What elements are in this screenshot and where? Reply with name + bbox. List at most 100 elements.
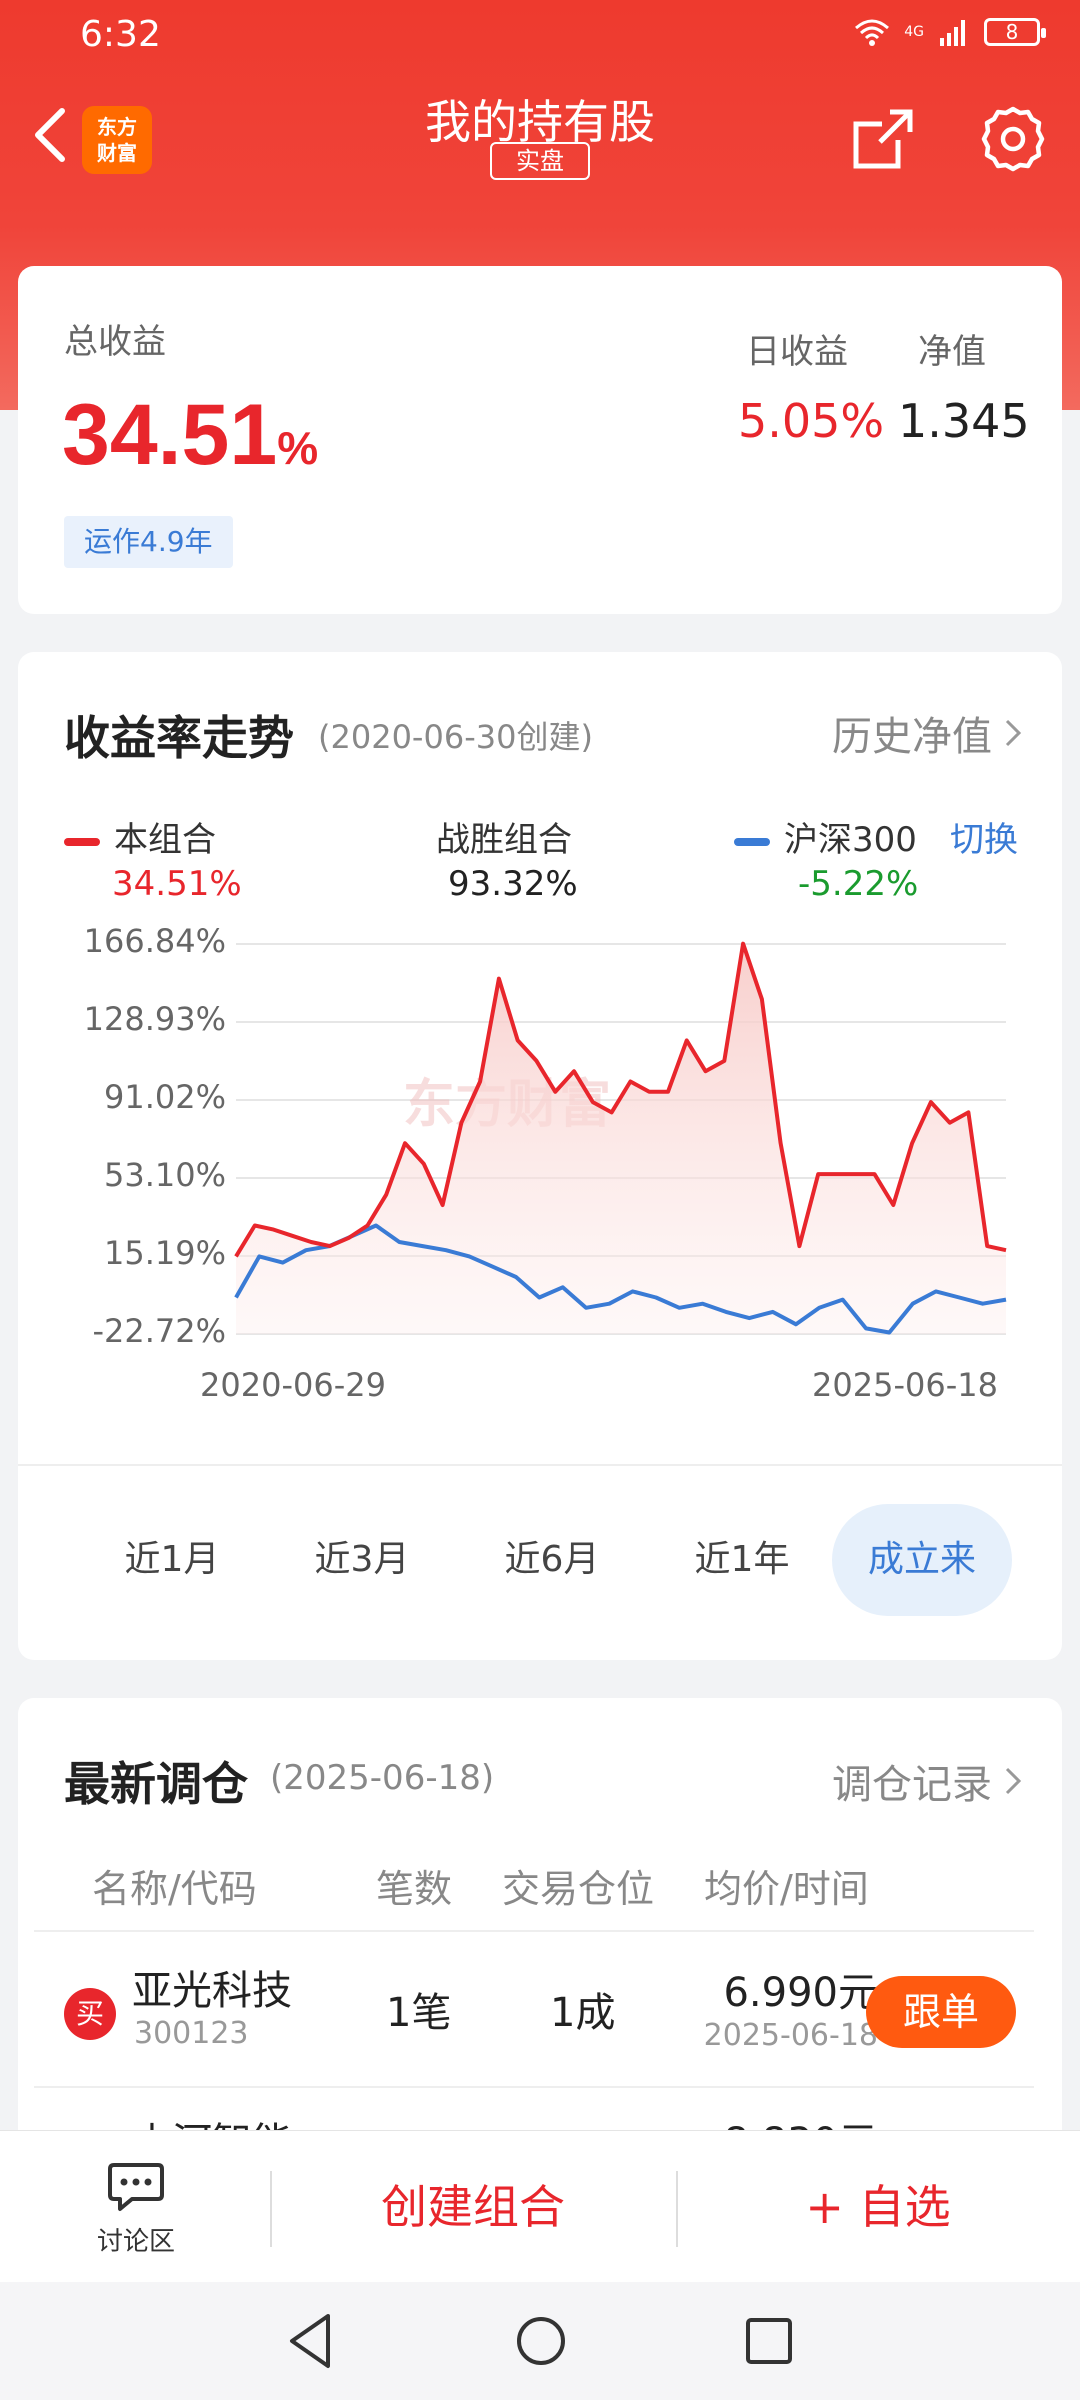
trade-history-link[interactable]: 调仓记录 (832, 1752, 1022, 1810)
y-tick-label: 128.93% (83, 1000, 226, 1038)
system-recents-button[interactable] (734, 2306, 804, 2376)
add-watchlist-button[interactable]: + 自选 (805, 2180, 951, 2234)
separator (270, 2171, 272, 2247)
portfolio-line (234, 941, 1007, 1258)
column-header-count: 笔数 (376, 1867, 453, 1911)
x-tick-end: 2025-06-18 (812, 1366, 998, 1404)
create-portfolio-button[interactable]: 创建组合 (381, 2180, 565, 2234)
signal-icon (940, 20, 965, 46)
y-tick-label: 53.10% (103, 1156, 226, 1194)
range-6m[interactable]: 近6月 (504, 1539, 600, 1580)
settings-button[interactable] (978, 104, 1048, 174)
square-recents-icon (746, 2318, 792, 2364)
legend-portfolio: 本组合 (64, 812, 216, 861)
app-logo: 东方 财富 (82, 106, 152, 174)
separator (676, 2171, 678, 2247)
total-return-number: 34.51 (62, 387, 278, 483)
range-3m[interactable]: 近3月 (314, 1539, 410, 1580)
total-return-value: 34.51% (62, 386, 318, 485)
legend-portfolio-label: 本组合 (114, 820, 216, 860)
discussion-button[interactable]: 讨论区 (76, 2161, 196, 2258)
trades-subtitle: (2025-06-18) (270, 1758, 495, 1798)
stock-code: 300123 (134, 2016, 249, 2051)
chevron-right-icon (1005, 719, 1022, 747)
legend-hs300-value: -5.22% (798, 864, 919, 904)
legend-beat-label: 战胜组合 (436, 820, 572, 860)
system-home-button[interactable] (506, 2306, 576, 2376)
page-title: 我的持有股 (425, 95, 655, 149)
x-tick-start: 2020-06-29 (200, 1366, 386, 1404)
daily-return-value: 5.05% (738, 394, 885, 448)
hs300-line (234, 1223, 1007, 1335)
battery-level: 8 (1005, 20, 1019, 44)
range-1y[interactable]: 近1年 (694, 1539, 790, 1580)
bottom-action-bar: 讨论区 创建组合 + 自选 (0, 2130, 1080, 2282)
range-1m[interactable]: 近1月 (124, 1539, 220, 1580)
legend-portfolio-value: 34.51% (112, 864, 242, 904)
legend-beat: 战胜组合 (436, 812, 572, 861)
summary-card: 总收益 34.51% 运作4.9年 日收益 净值 5.05% 1.345 (18, 266, 1062, 614)
discussion-label: 讨论区 (96, 2227, 175, 2257)
buy-badge: 买 (64, 1988, 116, 2040)
legend-portfolio-swatch (64, 837, 100, 846)
legend-hs300: 沪深300 (734, 812, 917, 861)
circle-home-icon (517, 2317, 565, 2365)
network-type: 4G (904, 24, 924, 40)
follow-trade-button[interactable]: 跟单 (866, 1976, 1016, 2048)
switch-benchmark-button[interactable]: 切换 (950, 820, 1018, 860)
back-button[interactable] (20, 100, 80, 170)
status-icons: 4G 8 (854, 18, 1046, 46)
trade-position: 1成 (550, 1990, 616, 2036)
legend-hs300-swatch (734, 837, 770, 846)
row-divider (34, 1930, 1034, 1932)
system-navigation-bar (0, 2282, 1080, 2400)
running-time-tag: 运作4.9年 (64, 516, 233, 568)
divider (18, 1464, 1062, 1466)
net-value-label: 净值 (918, 332, 986, 372)
stock-name[interactable]: 亚光科技 (132, 1968, 292, 2014)
wifi-icon (855, 19, 890, 46)
row-divider (34, 2086, 1034, 2088)
share-icon (853, 109, 913, 169)
status-time: 6:32 (80, 14, 161, 55)
column-header-price-time: 均价/时间 (704, 1867, 868, 1911)
trade-history-label: 调仓记录 (832, 1762, 992, 1808)
status-bar: 6:32 4G 8 (0, 0, 1080, 70)
chat-bubble-icon (108, 2163, 164, 2211)
legend-hs300-label: 沪深300 (784, 820, 917, 860)
trade-time: 2025-06-18 (703, 2018, 878, 2053)
daily-return-label: 日收益 (746, 332, 848, 372)
portfolio-area (236, 943, 1006, 1334)
navbar: 东方 财富 我的持有股 实盘 (0, 80, 1080, 200)
legend-beat-value: 93.32% (448, 864, 578, 904)
column-header-name: 名称/代码 (92, 1867, 257, 1911)
y-tick-label: 91.02% (103, 1078, 226, 1116)
system-back-button[interactable] (276, 2306, 346, 2376)
return-trend-card: 收益率走势 (2020-06-30创建) 历史净值 本组合 34.51% 战胜组… (18, 652, 1062, 1660)
triangle-back-icon (290, 2314, 330, 2368)
gear-icon (981, 106, 1045, 172)
total-return-label: 总收益 (64, 322, 166, 362)
y-tick-label: 15.19% (103, 1234, 226, 1272)
net-value: 1.345 (898, 394, 1030, 448)
chevron-left-icon (35, 108, 65, 162)
chevron-right-icon (1005, 1767, 1022, 1795)
history-nav-label: 历史净值 (832, 714, 992, 760)
chart-subtitle: (2020-06-30创建) (318, 718, 593, 756)
y-tick-label: -22.72% (92, 1312, 226, 1350)
y-tick-label: 166.84% (83, 922, 226, 960)
column-header-position: 交易仓位 (502, 1867, 655, 1911)
share-button[interactable] (848, 104, 918, 174)
history-nav-link[interactable]: 历史净值 (832, 704, 1022, 762)
trade-count: 1笔 (386, 1990, 452, 2036)
chart-title: 收益率走势 (64, 711, 294, 765)
range-since-inception[interactable]: 成立来 (832, 1504, 1012, 1616)
range-selector: 近1月 近3月 近6月 近1年 成立来 (18, 1504, 1062, 1616)
trade-price: 6.990元 (723, 1970, 878, 2016)
battery-icon: 8 (984, 18, 1046, 46)
trades-title: 最新调仓 (64, 1757, 248, 1811)
account-type-badge: 实盘 (490, 142, 590, 180)
total-return-unit: % (277, 422, 319, 474)
